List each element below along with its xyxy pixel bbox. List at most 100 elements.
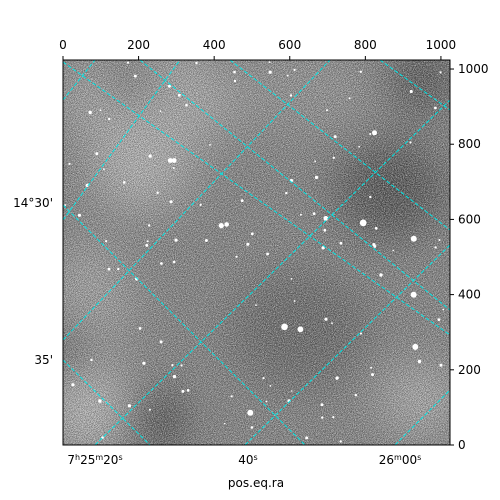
- star: [169, 200, 173, 204]
- right-tick-label: 600: [458, 212, 481, 226]
- star: [285, 191, 288, 195]
- ra-axis: 7h25m20s 40s 26m00s: [67, 453, 421, 468]
- grid-line: [379, 60, 450, 111]
- dec-tick-label: 14°30': [13, 196, 53, 210]
- star: [293, 68, 296, 71]
- x-axis-label: pos.eq.ra: [228, 476, 284, 490]
- star: [291, 390, 293, 392]
- star: [148, 408, 151, 411]
- ra-tick-label: 26m00s: [379, 453, 422, 468]
- star: [171, 364, 174, 367]
- star-field: [64, 61, 445, 443]
- star: [240, 199, 244, 203]
- star: [167, 158, 173, 163]
- star: [369, 133, 372, 135]
- star: [262, 377, 265, 380]
- star: [250, 232, 254, 236]
- star: [265, 400, 268, 403]
- star: [224, 422, 226, 425]
- star: [379, 273, 383, 277]
- grid-line: [63, 60, 96, 101]
- star: [71, 383, 75, 387]
- star: [269, 385, 272, 387]
- star: [90, 358, 93, 362]
- star: [442, 308, 445, 311]
- star: [374, 226, 378, 230]
- star: [299, 213, 302, 216]
- star: [412, 343, 419, 350]
- star: [99, 109, 102, 112]
- right-tick-label: 0: [458, 438, 466, 452]
- star: [439, 363, 443, 367]
- star: [323, 228, 327, 232]
- star: [323, 216, 329, 221]
- star: [68, 162, 71, 165]
- star: [371, 373, 374, 377]
- star: [439, 71, 442, 74]
- grid-line: [229, 60, 450, 231]
- grid-line: [94, 99, 450, 445]
- right-tick-label: 1000: [458, 62, 489, 76]
- star: [392, 249, 395, 252]
- star: [255, 304, 257, 306]
- star: [359, 70, 362, 74]
- sky-image: [63, 60, 450, 445]
- grid-line: [63, 359, 151, 445]
- star: [358, 145, 360, 148]
- star: [127, 404, 132, 408]
- star: [305, 436, 309, 440]
- star: [339, 440, 342, 443]
- star: [246, 242, 250, 246]
- right-pixel-axis: 0 200 400 600 800 1000: [450, 62, 489, 452]
- star: [160, 262, 163, 265]
- star: [185, 103, 188, 107]
- star: [159, 340, 163, 344]
- star: [98, 399, 102, 403]
- star: [293, 300, 296, 302]
- star: [286, 74, 289, 77]
- star: [146, 240, 149, 243]
- star: [209, 144, 211, 146]
- star: [290, 278, 293, 280]
- ra-tick-label: 7h25m20s: [67, 453, 122, 468]
- star: [174, 238, 178, 242]
- star: [147, 224, 151, 227]
- star: [372, 130, 377, 136]
- star: [247, 409, 254, 416]
- star: [181, 389, 185, 393]
- right-tick-label: 400: [458, 288, 481, 302]
- star: [434, 106, 437, 110]
- star: [105, 240, 108, 243]
- star: [126, 61, 130, 64]
- top-tick-label: 800: [354, 38, 377, 52]
- right-tick-label: 200: [458, 363, 481, 377]
- star: [359, 332, 363, 335]
- star: [235, 255, 238, 258]
- star: [172, 260, 176, 264]
- star: [156, 191, 159, 194]
- star: [233, 70, 236, 74]
- star: [108, 117, 111, 121]
- star: [117, 267, 120, 271]
- star: [95, 152, 99, 156]
- star: [77, 213, 82, 217]
- star: [438, 239, 441, 241]
- star: [324, 317, 328, 321]
- star: [172, 374, 177, 379]
- star: [410, 291, 417, 298]
- star: [335, 376, 339, 380]
- star: [171, 158, 177, 163]
- star: [312, 212, 316, 216]
- star: [437, 318, 441, 321]
- star: [204, 239, 208, 242]
- right-tick-label: 800: [458, 137, 481, 151]
- star: [268, 61, 271, 63]
- star: [417, 359, 422, 364]
- star: [266, 252, 269, 256]
- star: [268, 70, 272, 74]
- top-tick-label: 1000: [426, 38, 457, 52]
- star: [218, 223, 224, 229]
- star: [123, 181, 126, 184]
- star: [354, 393, 358, 397]
- plot-frame: [62, 59, 451, 446]
